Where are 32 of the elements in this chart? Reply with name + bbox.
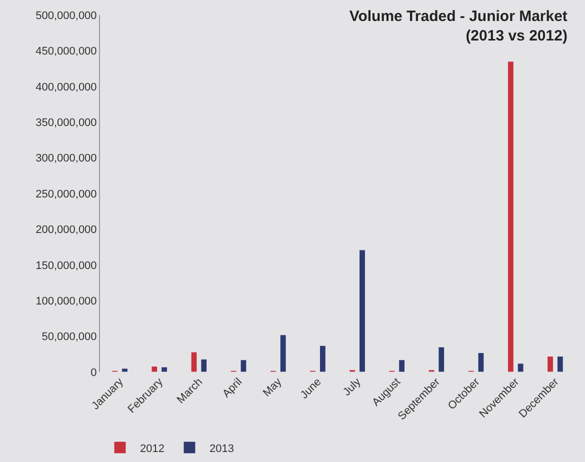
bar	[478, 352, 484, 372]
y-tick-label: 250,000,000	[36, 188, 97, 200]
y-tick-label: 50,000,000	[42, 331, 97, 344]
bar	[556, 356, 564, 372]
x-tick-label: May	[260, 376, 284, 400]
bar	[122, 368, 128, 372]
bar	[280, 334, 286, 372]
bar	[438, 346, 445, 372]
y-tick-label: 400,000,000	[36, 81, 97, 94]
bar	[151, 366, 158, 372]
bar	[240, 360, 247, 372]
x-tick-label: July	[340, 376, 364, 398]
y-tick-label: 500,000,000	[36, 10, 97, 22]
legend-label: 2012	[140, 442, 164, 455]
y-tick-label: 0	[90, 366, 97, 379]
y-tick-label: 200,000,000	[36, 224, 97, 236]
bar	[398, 360, 406, 372]
bar	[517, 363, 524, 372]
y-tick-label: 100,000,000	[36, 295, 97, 308]
bar	[319, 345, 326, 372]
bar	[161, 366, 168, 372]
bar	[190, 352, 198, 372]
chart-title: Volume Traded - Junior Market (2013 vs 2012)	[349, 8, 568, 44]
y-tick-label: 450,000,000	[36, 46, 97, 58]
legend-label: 2013	[209, 442, 234, 455]
y-tick-label: 300,000,000	[36, 152, 97, 165]
bar	[507, 61, 514, 372]
y-tick-label: 350,000,000	[36, 116, 97, 129]
bar	[547, 356, 554, 372]
bar	[200, 358, 208, 372]
bar	[359, 250, 366, 372]
y-tick-label: 150,000,000	[36, 260, 97, 272]
